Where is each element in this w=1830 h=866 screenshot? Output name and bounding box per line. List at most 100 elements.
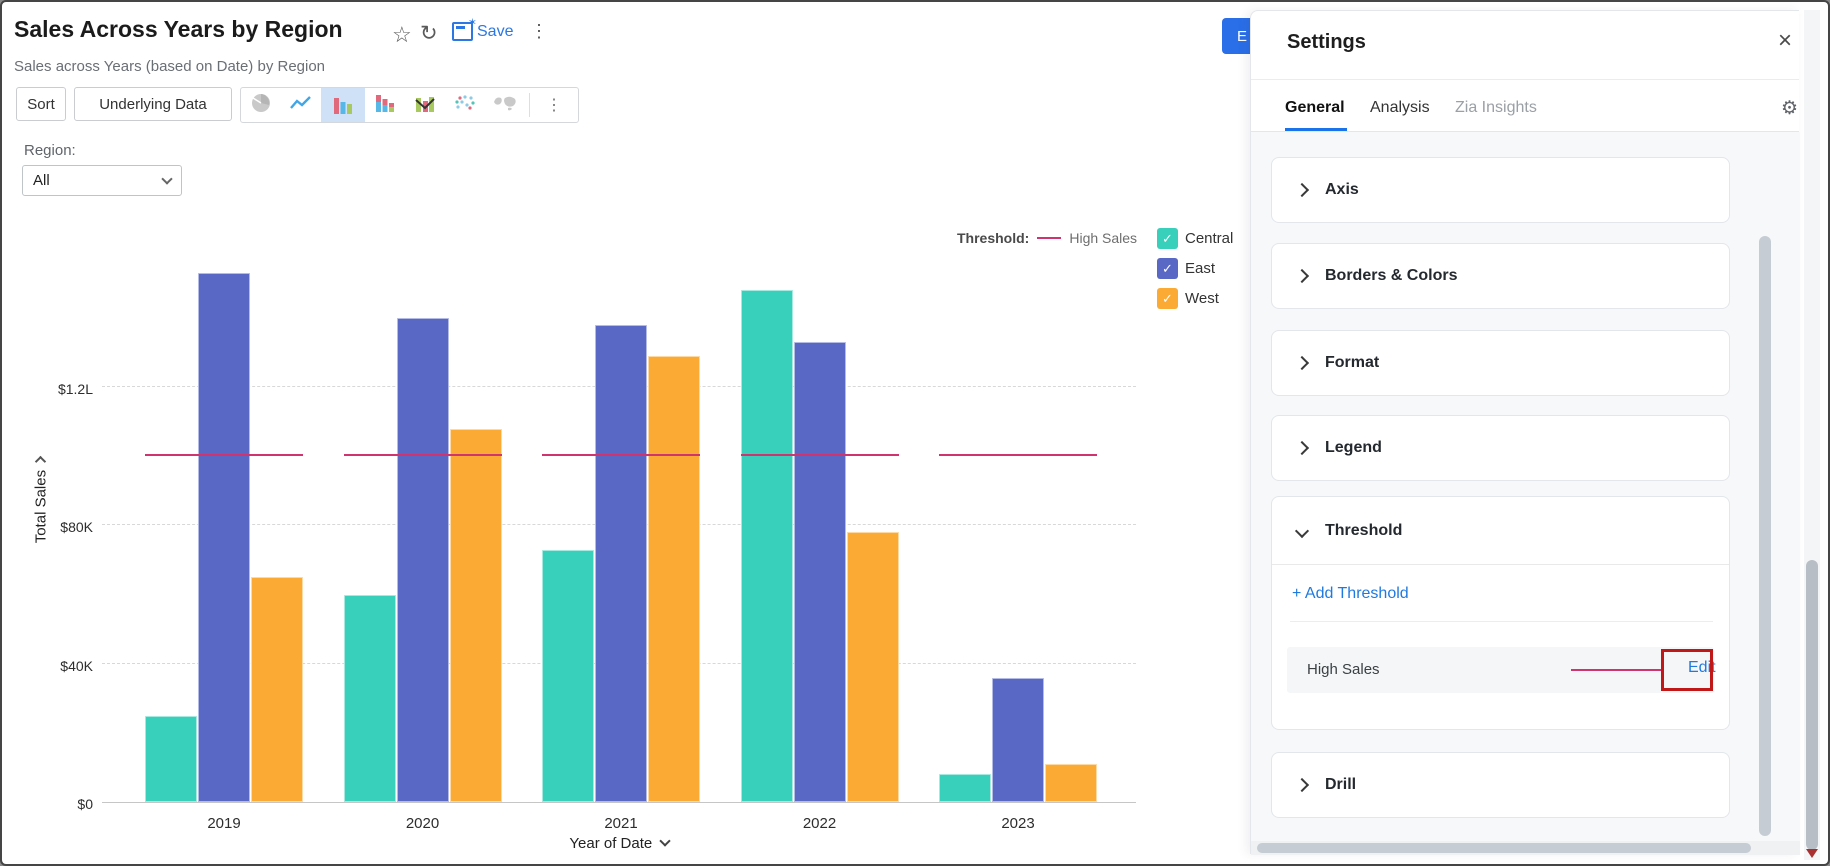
x-axis-tick-label: 2021 [604, 815, 638, 832]
y-axis-tick-label: $1.2L [57, 381, 93, 398]
central-checkbox-icon: ✓ [1157, 228, 1178, 249]
chevron-right-icon [1294, 355, 1310, 371]
chart-type-more-icon[interactable]: ⋮ [546, 97, 562, 114]
y-axis-tick-label: $0 [77, 796, 93, 812]
bar-2023-west[interactable] [1045, 763, 1097, 802]
window-vertical-scrollbar[interactable] [1804, 10, 1820, 860]
favorite-star-icon[interactable]: ☆ [392, 22, 412, 47]
threshold-row-line [1571, 669, 1664, 671]
y-axis-title: Total Sales [33, 436, 50, 566]
threshold-legend-name: High Sales [1069, 230, 1138, 246]
page-title: Sales Across Years by Region [14, 16, 343, 42]
scatter-plot-icon[interactable] [445, 93, 485, 118]
east-checkbox-icon: ✓ [1157, 258, 1178, 279]
section-divider [1272, 564, 1729, 565]
bar-2022-west[interactable] [846, 532, 899, 802]
panel-vertical-scrollbar[interactable] [1759, 236, 1771, 836]
close-icon[interactable]: × [1778, 27, 1793, 54]
panel-horizontal-scrollbar-track[interactable] [1251, 841, 1800, 855]
stacked-bar-chart-icon[interactable] [365, 93, 405, 118]
section-borders-colors[interactable]: Borders & Colors [1271, 243, 1730, 309]
legend-item-east[interactable]: ✓ East [1157, 258, 1215, 279]
bar-2021-central[interactable] [542, 549, 594, 802]
chart-type-switcher: ⋮ [240, 87, 579, 123]
underlying-data-button[interactable]: Underlying Data [74, 87, 232, 121]
section-axis[interactable]: Axis [1271, 157, 1730, 223]
section-drill[interactable]: Drill [1271, 752, 1730, 818]
thin-divider [1290, 621, 1713, 622]
tab-analysis[interactable]: Analysis [1370, 99, 1430, 116]
bar-2020-west[interactable] [449, 428, 502, 802]
bar-2021-west[interactable] [648, 355, 700, 802]
x-axis-tick-label: 2019 [207, 815, 241, 832]
window-scrollbar-thumb[interactable] [1806, 560, 1818, 850]
x-axis-tick-label: 2022 [802, 815, 837, 832]
tab-zia-insights[interactable]: Zia Insights [1455, 99, 1537, 116]
edit-design-button-partially-hidden[interactable]: E [1222, 18, 1252, 54]
scrollbar-down-arrow-icon[interactable] [1806, 849, 1818, 858]
x-axis-tick-label: 2020 [405, 815, 440, 832]
chevron-right-icon [1294, 182, 1310, 198]
legend-item-central[interactable]: ✓ Central [1157, 228, 1233, 249]
threshold-edit-button[interactable]: Edit [1688, 659, 1716, 676]
bar-2020-east[interactable] [396, 317, 449, 802]
save-icon: ✶ [452, 17, 477, 41]
tab-general[interactable]: General [1285, 99, 1345, 116]
threshold-legend: Threshold: High Sales [957, 230, 1137, 246]
threshold-line-segment [542, 454, 700, 457]
bar-2019-central[interactable] [145, 715, 197, 802]
y-axis-tick-label: $40K [60, 657, 93, 674]
y-axis-tick-label: $80K [60, 519, 93, 536]
gear-icon[interactable]: ⚙ [1781, 98, 1799, 119]
sort-button[interactable]: Sort [16, 87, 66, 121]
section-format[interactable]: Format [1271, 330, 1730, 396]
bar-2020-central[interactable] [343, 594, 396, 802]
add-threshold-link[interactable]: + Add Threshold [1292, 585, 1409, 602]
region-filter-value: All [33, 172, 50, 189]
bar-2022-central[interactable] [740, 290, 793, 802]
section-threshold: Threshold + Add Threshold High Sales Edi… [1271, 496, 1730, 730]
bar-2019-east[interactable] [198, 272, 250, 802]
combo-chart-icon[interactable] [405, 93, 445, 118]
settings-panel: Settings × General Analysis Zia Insights… [1250, 10, 1800, 855]
panel-horizontal-scrollbar-thumb[interactable] [1257, 843, 1751, 853]
active-tab-underline [1285, 128, 1347, 131]
panel-divider [1251, 79, 1799, 80]
red-annotation-box [1661, 649, 1713, 691]
region-filter-select[interactable]: All [22, 165, 182, 196]
section-legend[interactable]: Legend [1271, 415, 1730, 481]
chart-plot-area: $0 $40K $80K $1.2L 2019 2020 2021 2022 2023 [58, 232, 1136, 832]
legend-item-west[interactable]: ✓ West [1157, 288, 1219, 309]
line-chart-icon[interactable] [281, 93, 321, 118]
tabs-divider [1251, 131, 1799, 132]
threshold-line-segment [145, 454, 303, 457]
bar-2022-east[interactable] [793, 342, 846, 802]
header-kebab-menu-icon[interactable]: ⋮ [530, 21, 548, 41]
bar-2021-east[interactable] [595, 324, 647, 802]
threshold-line-swatch [1037, 237, 1062, 239]
save-button[interactable]: ✶ Save [452, 17, 513, 41]
x-axis-title[interactable]: Year of Date [519, 835, 719, 852]
chevron-right-icon [1294, 440, 1310, 456]
refresh-icon[interactable]: ↻ [420, 22, 438, 45]
page-subtitle: Sales across Years (based on Date) by Re… [14, 58, 326, 75]
x-axis-tick-label: 2023 [1001, 815, 1035, 832]
bar-chart-icon[interactable] [321, 88, 365, 122]
map-chart-icon[interactable] [485, 94, 525, 117]
chevron-down-icon [1294, 523, 1310, 538]
panel-content-background [1251, 132, 1800, 841]
bar-2023-central[interactable] [939, 774, 991, 802]
bar-2023-east[interactable] [992, 677, 1044, 802]
threshold-line-segment [343, 454, 502, 457]
west-checkbox-icon: ✓ [1157, 288, 1178, 309]
threshold-name: High Sales [1307, 661, 1380, 678]
section-threshold-header[interactable]: Threshold [1294, 497, 1402, 564]
chevron-right-icon [1294, 777, 1310, 793]
region-filter-label: Region: [24, 142, 76, 159]
bar-2019-west[interactable] [251, 577, 303, 802]
threshold-line-segment [939, 454, 1097, 457]
threshold-legend-label: Threshold: [957, 230, 1030, 246]
chevron-down-icon [161, 173, 173, 185]
pie-chart-icon[interactable] [241, 92, 281, 119]
